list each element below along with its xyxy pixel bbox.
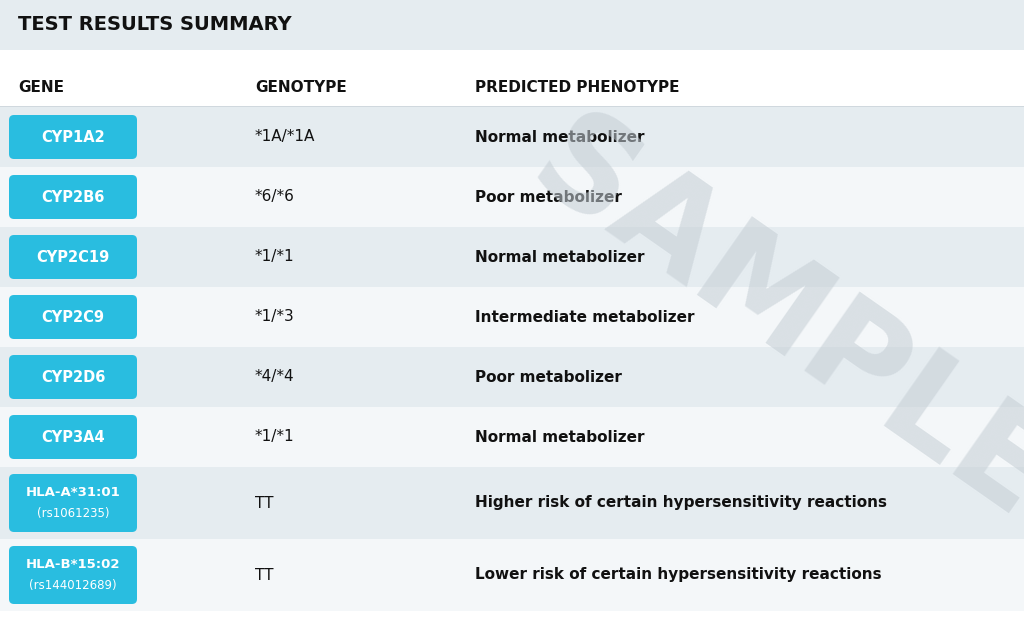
Bar [0,407,1024,467]
FancyBboxPatch shape [9,235,137,279]
Text: TT: TT [255,496,273,510]
FancyBboxPatch shape [9,175,137,219]
Text: CYP1A2: CYP1A2 [41,130,104,144]
Bar [0,227,1024,287]
Bar [0,611,1024,642]
Bar [0,107,1024,167]
Text: HLA-A*31:01: HLA-A*31:01 [26,487,121,499]
Text: Higher risk of certain hypersensitivity reactions: Higher risk of certain hypersensitivity … [475,496,887,510]
Text: HLA-B*15:02: HLA-B*15:02 [26,559,120,571]
Text: Lower risk of certain hypersensitivity reactions: Lower risk of certain hypersensitivity r… [475,568,882,582]
FancyBboxPatch shape [9,546,137,604]
Text: CYP2C19: CYP2C19 [37,250,110,265]
Bar [0,0,1024,50]
Text: *1/*1: *1/*1 [255,250,295,265]
Text: (rs144012689): (rs144012689) [30,578,117,591]
Text: *4/*4: *4/*4 [255,370,295,385]
Text: PREDICTED PHENOTYPE: PREDICTED PHENOTYPE [475,80,680,94]
FancyBboxPatch shape [9,295,137,339]
Text: Intermediate metabolizer: Intermediate metabolizer [475,309,694,324]
Text: *1/*1: *1/*1 [255,429,295,444]
Text: Poor metabolizer: Poor metabolizer [475,370,622,385]
Text: GENOTYPE: GENOTYPE [255,80,347,94]
Text: Normal metabolizer: Normal metabolizer [475,429,644,444]
Text: Normal metabolizer: Normal metabolizer [475,130,644,144]
FancyBboxPatch shape [9,115,137,159]
Bar [0,347,1024,407]
Text: CYP2C9: CYP2C9 [42,309,104,324]
Text: CYP3A4: CYP3A4 [41,429,104,444]
Bar [0,50,1024,68]
Text: (rs1061235): (rs1061235) [37,507,110,519]
Text: TEST RESULTS SUMMARY: TEST RESULTS SUMMARY [18,15,292,35]
Bar [0,167,1024,227]
Bar [0,467,1024,539]
FancyBboxPatch shape [9,355,137,399]
Text: GENE: GENE [18,80,63,94]
Text: SAMPLE: SAMPLE [508,98,1024,546]
Text: TT: TT [255,568,273,582]
Bar [0,539,1024,611]
Text: *1/*3: *1/*3 [255,309,295,324]
Text: Normal metabolizer: Normal metabolizer [475,250,644,265]
Bar [0,106,1024,107]
Text: *1A/*1A: *1A/*1A [255,130,315,144]
FancyBboxPatch shape [9,415,137,459]
FancyBboxPatch shape [9,474,137,532]
Text: CYP2B6: CYP2B6 [41,189,104,205]
Text: CYP2D6: CYP2D6 [41,370,105,385]
Text: *6/*6: *6/*6 [255,189,295,205]
Bar [0,287,1024,347]
Text: Poor metabolizer: Poor metabolizer [475,189,622,205]
Bar [0,68,1024,106]
